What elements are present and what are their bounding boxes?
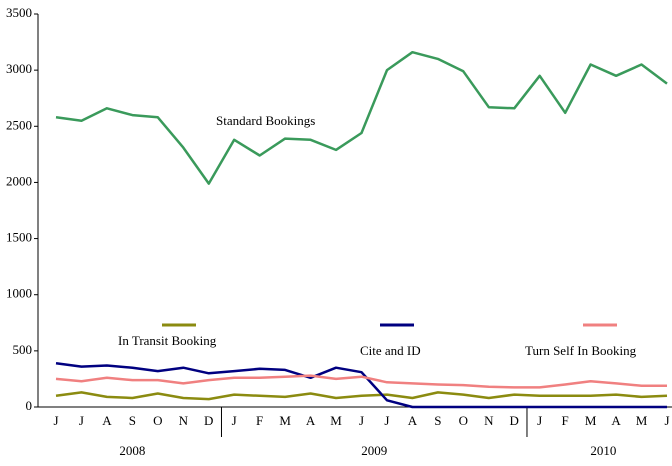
x-tick-label: A [408,413,418,428]
y-tick-label: 1500 [6,230,32,245]
x-tick-label: O [459,413,468,428]
year-label: 2008 [119,443,145,458]
legend-label: Turn Self In Booking [525,343,637,358]
x-tick-label: J [79,413,84,428]
legend-label: In Transit Booking [118,333,217,348]
y-tick-label: 1000 [6,286,32,301]
x-tick-label: A [611,413,621,428]
x-tick-label: D [510,413,519,428]
y-tick-label: 500 [13,342,33,357]
y-tick-label: 3000 [6,61,32,76]
x-tick-label: J [664,413,669,428]
x-tick-label: F [562,413,569,428]
series-line [55,361,667,409]
x-tick-label: J [53,413,58,428]
series-line [55,374,667,389]
x-tick-label: J [384,413,389,428]
legend-label: Cite and ID [360,343,421,358]
x-tick-label: F [256,413,263,428]
x-tick-label: M [585,413,597,428]
y-tick-label: 0 [26,398,33,413]
x-tick-label: J [537,413,542,428]
x-tick-label: A [306,413,316,428]
x-tick-label: S [129,413,136,428]
series-line [55,391,668,401]
year-label: 2009 [361,443,387,458]
series-label: Standard Bookings [216,113,315,128]
x-tick-label: A [102,413,112,428]
x-tick-label: J [232,413,237,428]
x-tick-label: N [179,413,189,428]
x-tick-label: J [359,413,364,428]
x-tick-label: D [204,413,213,428]
y-tick-label: 2500 [6,117,32,132]
series-line [55,50,668,185]
y-tick-label: 3500 [6,5,32,20]
x-tick-label: M [330,413,342,428]
x-tick-label: O [153,413,162,428]
x-tick-label: M [279,413,291,428]
x-tick-label: S [434,413,441,428]
y-tick-label: 2000 [6,173,32,188]
year-label: 2010 [590,443,616,458]
x-tick-label: M [636,413,648,428]
x-tick-label: N [484,413,494,428]
